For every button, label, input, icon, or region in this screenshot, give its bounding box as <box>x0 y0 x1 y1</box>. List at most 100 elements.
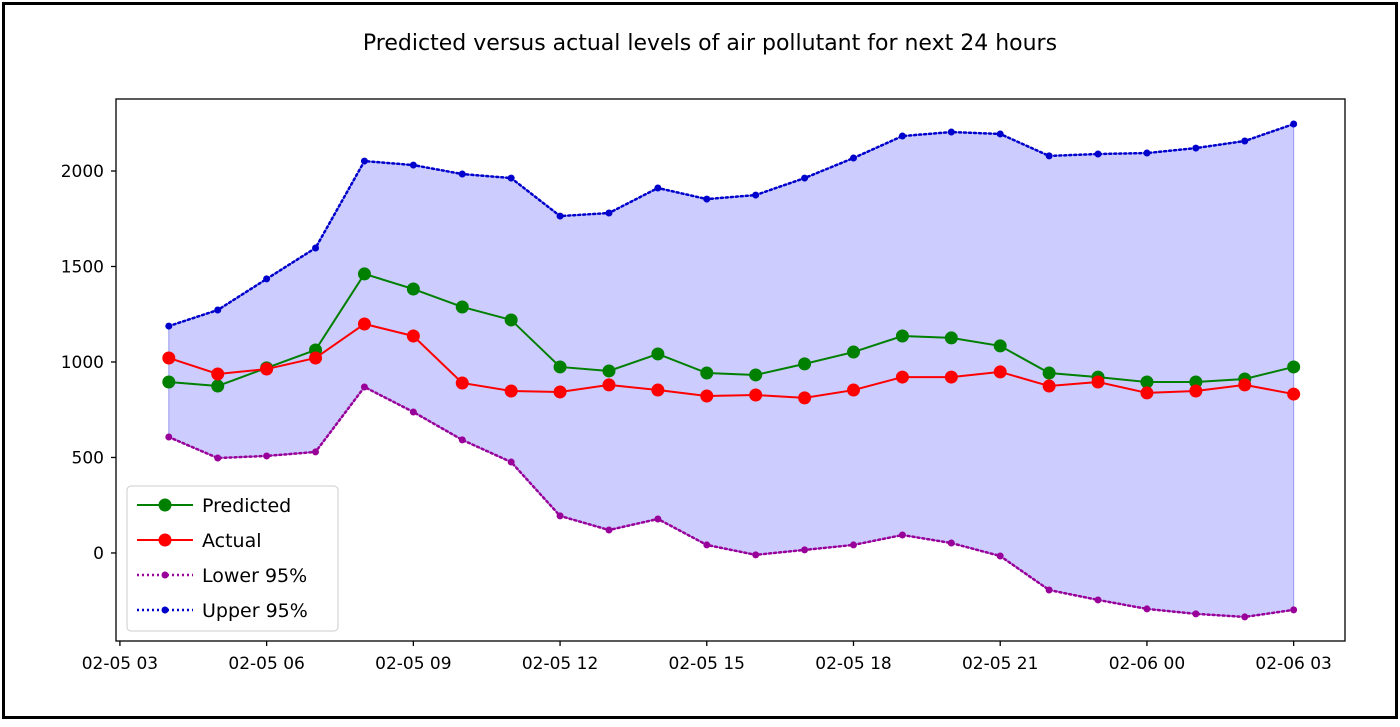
data-point <box>406 329 420 343</box>
data-point <box>651 347 665 361</box>
legend-label: Predicted <box>202 495 291 517</box>
y-tick-label: 1500 <box>61 257 104 277</box>
data-point <box>312 448 320 456</box>
data-point <box>895 370 909 384</box>
data-point <box>1287 360 1301 374</box>
data-point <box>996 130 1004 138</box>
data-point <box>1143 605 1151 613</box>
data-point <box>458 436 466 444</box>
data-point <box>1042 366 1056 380</box>
data-point <box>263 452 271 460</box>
legend: Predicted Actual Lower 95% Upper 95% <box>126 485 339 632</box>
data-point <box>895 329 909 343</box>
y-tick-label: 500 <box>72 448 104 468</box>
x-tick-label: 02-05 15 <box>669 654 745 674</box>
data-point <box>944 331 958 345</box>
legend-marker <box>158 533 172 547</box>
data-point <box>996 552 1004 560</box>
data-point <box>947 539 955 547</box>
x-tick-label: 02-05 12 <box>522 654 598 674</box>
data-point <box>556 512 564 520</box>
series-line-upper-95- <box>167 122 1295 328</box>
data-point <box>165 433 173 441</box>
data-point <box>1290 606 1298 614</box>
data-point <box>553 360 567 374</box>
data-point <box>260 362 274 376</box>
data-point <box>993 365 1007 379</box>
data-point <box>801 546 809 554</box>
data-point <box>211 367 225 381</box>
data-point <box>605 526 613 534</box>
data-point <box>1241 613 1249 621</box>
legend-label: Actual <box>202 530 262 552</box>
data-point <box>214 454 222 462</box>
data-point <box>553 385 567 399</box>
data-point <box>409 408 417 416</box>
data-point <box>798 357 812 371</box>
data-point <box>507 174 515 182</box>
data-point <box>654 515 662 523</box>
data-point <box>162 351 176 365</box>
data-point <box>309 351 323 365</box>
x-tick-label: 02-05 21 <box>962 654 1038 674</box>
data-point <box>700 366 714 380</box>
plot-area-border <box>115 98 1346 642</box>
data-point <box>703 541 711 549</box>
data-point <box>360 383 368 391</box>
data-point <box>214 306 222 314</box>
data-point <box>1238 378 1252 392</box>
data-point <box>602 378 616 392</box>
x-tick-label: 02-05 18 <box>815 654 891 674</box>
data-point <box>1192 610 1200 618</box>
legend-marker <box>161 571 169 579</box>
data-point <box>263 275 271 283</box>
data-point <box>1091 375 1105 389</box>
data-point <box>165 322 173 330</box>
y-tick-label: 1000 <box>61 353 104 373</box>
data-point <box>1189 375 1203 389</box>
data-point <box>357 267 371 281</box>
data-point <box>944 370 958 384</box>
data-point <box>211 379 225 393</box>
data-point <box>1045 152 1053 160</box>
data-point <box>602 364 616 378</box>
data-point <box>1290 120 1298 128</box>
data-point <box>846 383 860 397</box>
data-point <box>651 383 665 397</box>
data-point <box>458 170 466 178</box>
x-tick-label: 02-06 03 <box>1255 654 1331 674</box>
data-point <box>749 388 763 402</box>
data-point <box>357 317 371 331</box>
legend-box <box>126 485 339 632</box>
data-point <box>1094 596 1102 604</box>
data-point <box>849 154 857 162</box>
data-point <box>1287 387 1301 401</box>
y-tick-label: 0 <box>93 544 104 564</box>
x-tick-label: 02-06 00 <box>1109 654 1185 674</box>
data-point <box>162 375 176 389</box>
data-point <box>409 161 417 169</box>
data-point <box>752 191 760 199</box>
data-point <box>849 541 857 549</box>
data-point <box>1140 386 1154 400</box>
y-tick-label: 2000 <box>61 162 104 182</box>
legend-marker <box>158 498 172 512</box>
data-point <box>1045 586 1053 594</box>
data-point <box>993 339 1007 353</box>
data-point <box>1140 375 1154 389</box>
series-line-actual <box>167 322 1295 399</box>
data-point <box>312 244 320 252</box>
data-point <box>1192 144 1200 152</box>
data-point <box>504 313 518 327</box>
data-point <box>654 184 662 192</box>
data-point <box>801 174 809 182</box>
legend-label: Lower 95% <box>202 565 307 587</box>
data-point <box>703 195 711 203</box>
legend-label: Upper 95% <box>202 600 308 622</box>
data-point <box>752 551 760 559</box>
data-point <box>798 391 812 405</box>
chart-title: Predicted versus actual levels of air po… <box>363 31 1057 56</box>
data-point <box>846 345 860 359</box>
